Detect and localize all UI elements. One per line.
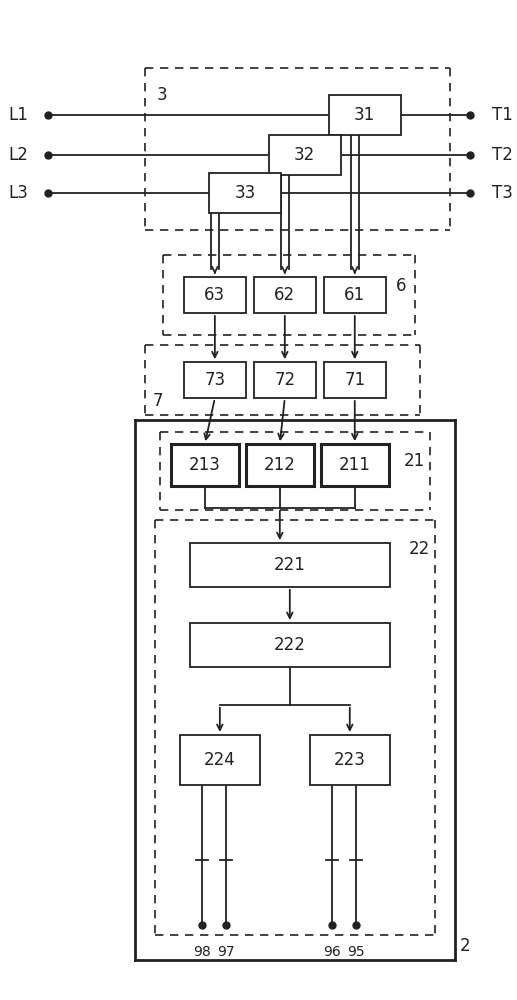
Text: 63: 63 [204, 286, 225, 304]
Text: T2: T2 [492, 146, 512, 164]
Text: 6: 6 [396, 277, 407, 295]
Bar [180, 735, 260, 785]
Bar [321, 444, 389, 486]
Text: 96: 96 [323, 945, 341, 959]
Text: 72: 72 [274, 371, 295, 389]
Text: T1: T1 [492, 106, 512, 124]
Text: L3: L3 [8, 184, 28, 202]
Text: 3: 3 [157, 86, 168, 104]
Bar [190, 623, 390, 667]
Bar [324, 277, 386, 313]
Text: 31: 31 [354, 106, 375, 124]
Text: 61: 61 [344, 286, 366, 304]
Text: 97: 97 [217, 945, 235, 959]
Text: 223: 223 [334, 751, 366, 769]
Text: 95: 95 [347, 945, 364, 959]
Bar [254, 277, 316, 313]
Text: 73: 73 [204, 371, 225, 389]
Text: 224: 224 [204, 751, 236, 769]
Text: 222: 222 [274, 636, 306, 654]
Bar [269, 135, 341, 175]
Text: 212: 212 [264, 456, 296, 474]
Text: 7: 7 [153, 392, 163, 410]
Text: 98: 98 [193, 945, 211, 959]
Bar [190, 543, 390, 587]
Text: 71: 71 [344, 371, 366, 389]
Bar [171, 444, 239, 486]
Bar [324, 362, 386, 398]
Bar [246, 444, 314, 486]
Text: 33: 33 [234, 184, 255, 202]
Bar [184, 277, 246, 313]
Text: 221: 221 [274, 556, 306, 574]
Text: 21: 21 [403, 452, 425, 470]
Bar [329, 95, 401, 135]
Text: 2: 2 [460, 937, 470, 955]
Text: L1: L1 [8, 106, 28, 124]
Bar [254, 362, 316, 398]
Text: 32: 32 [294, 146, 315, 164]
Bar [184, 362, 246, 398]
Text: T3: T3 [492, 184, 512, 202]
Text: L2: L2 [8, 146, 28, 164]
Bar [310, 735, 390, 785]
Text: 62: 62 [274, 286, 295, 304]
Text: 22: 22 [408, 540, 430, 558]
Text: 213: 213 [189, 456, 221, 474]
Bar [209, 173, 281, 213]
Text: 211: 211 [339, 456, 371, 474]
